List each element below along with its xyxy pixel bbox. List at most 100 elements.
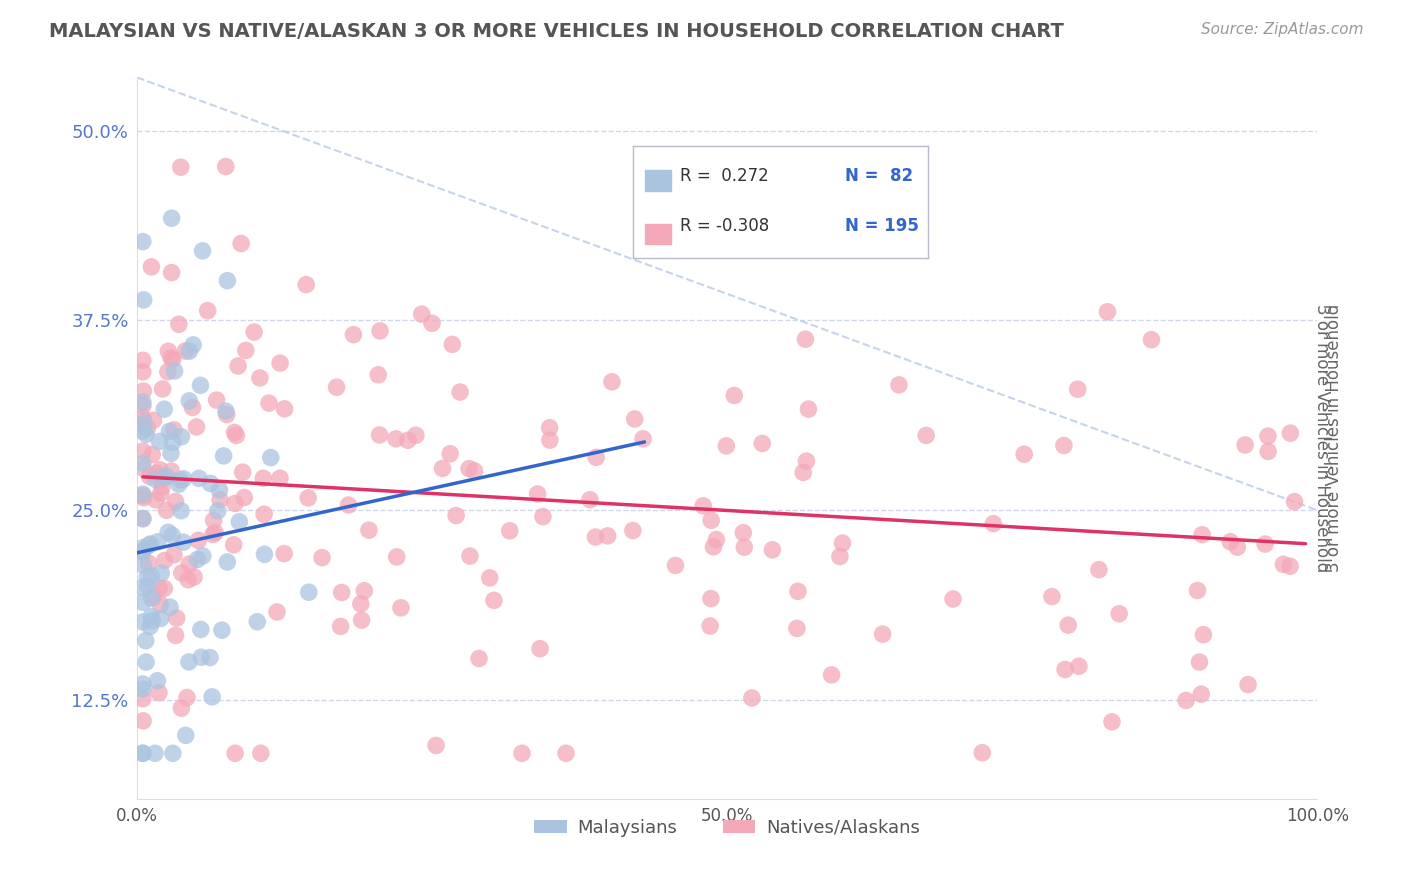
- Point: [389, 600, 412, 615]
- Point: [132, 417, 155, 432]
- Point: [1140, 333, 1163, 347]
- Point: [146, 673, 169, 688]
- Point: [1188, 655, 1211, 669]
- Point: [529, 641, 551, 656]
- Y-axis label: 3 or more Vehicles in Household: 3 or more Vehicles in Household: [1313, 304, 1331, 573]
- Point: [143, 472, 166, 486]
- Point: [983, 516, 1005, 531]
- Point: [510, 746, 533, 760]
- Point: [225, 428, 247, 442]
- Point: [132, 544, 155, 558]
- Point: [297, 491, 319, 505]
- Point: [212, 449, 235, 463]
- Point: [132, 595, 155, 609]
- Point: [751, 436, 773, 450]
- Point: [150, 480, 173, 494]
- Point: [190, 378, 212, 392]
- Point: [439, 447, 461, 461]
- Point: [425, 739, 447, 753]
- Point: [132, 399, 155, 413]
- Point: [723, 388, 745, 402]
- Point: [153, 469, 176, 483]
- Point: [163, 423, 186, 437]
- Point: [444, 508, 467, 523]
- Point: [141, 448, 163, 462]
- Point: [887, 377, 910, 392]
- Point: [420, 316, 443, 330]
- Point: [1040, 590, 1063, 604]
- Point: [796, 454, 818, 468]
- Point: [132, 416, 155, 430]
- Point: [132, 545, 155, 559]
- Point: [132, 411, 155, 425]
- Point: [329, 619, 352, 633]
- Point: [183, 570, 205, 584]
- Point: [136, 580, 159, 594]
- Point: [170, 504, 193, 518]
- Point: [132, 677, 155, 691]
- Text: MALAYSIAN VS NATIVE/ALASKAN 3 OR MORE VEHICLES IN HOUSEHOLD CORRELATION CHART: MALAYSIAN VS NATIVE/ALASKAN 3 OR MORE VE…: [49, 22, 1064, 41]
- Point: [792, 466, 814, 480]
- Point: [217, 274, 239, 288]
- Point: [1226, 540, 1249, 554]
- Point: [1257, 429, 1279, 443]
- Point: [172, 535, 194, 549]
- Point: [187, 471, 209, 485]
- Point: [463, 464, 485, 478]
- Point: [700, 513, 723, 527]
- Point: [169, 473, 191, 487]
- Point: [162, 352, 184, 367]
- Point: [342, 327, 364, 342]
- Point: [915, 428, 938, 442]
- Point: [186, 420, 208, 434]
- Point: [1101, 714, 1123, 729]
- Point: [174, 728, 197, 742]
- Point: [152, 382, 174, 396]
- Point: [165, 628, 187, 642]
- Point: [143, 746, 166, 760]
- Point: [1187, 583, 1209, 598]
- Y-axis label: 3 or more Vehicles in Household: 3 or more Vehicles in Household: [1324, 304, 1343, 573]
- Point: [136, 421, 159, 435]
- Point: [145, 492, 167, 507]
- Point: [233, 491, 256, 505]
- Point: [664, 558, 686, 573]
- Point: [217, 555, 239, 569]
- Point: [253, 508, 276, 522]
- Point: [135, 655, 157, 669]
- Point: [148, 686, 170, 700]
- Point: [353, 583, 375, 598]
- Point: [257, 396, 280, 410]
- Point: [733, 540, 755, 554]
- Point: [215, 404, 238, 418]
- Point: [741, 690, 763, 705]
- Point: [972, 746, 994, 760]
- Point: [368, 428, 391, 442]
- Point: [186, 552, 208, 566]
- Point: [159, 425, 181, 439]
- Point: [1191, 527, 1213, 541]
- Point: [1067, 659, 1090, 673]
- Point: [148, 581, 170, 595]
- Point: [157, 344, 180, 359]
- Point: [872, 627, 894, 641]
- Point: [141, 591, 163, 606]
- Point: [733, 525, 755, 540]
- Point: [231, 236, 253, 251]
- Point: [132, 489, 155, 503]
- Point: [1088, 563, 1111, 577]
- Point: [139, 537, 162, 551]
- Point: [700, 591, 723, 606]
- Point: [252, 471, 274, 485]
- Point: [139, 619, 162, 633]
- Point: [165, 494, 187, 508]
- Point: [350, 597, 373, 611]
- Point: [526, 487, 548, 501]
- Point: [458, 461, 481, 475]
- Point: [162, 746, 184, 760]
- Point: [226, 359, 249, 373]
- Point: [266, 605, 288, 619]
- Point: [273, 547, 295, 561]
- Point: [585, 450, 607, 465]
- Point: [142, 590, 165, 604]
